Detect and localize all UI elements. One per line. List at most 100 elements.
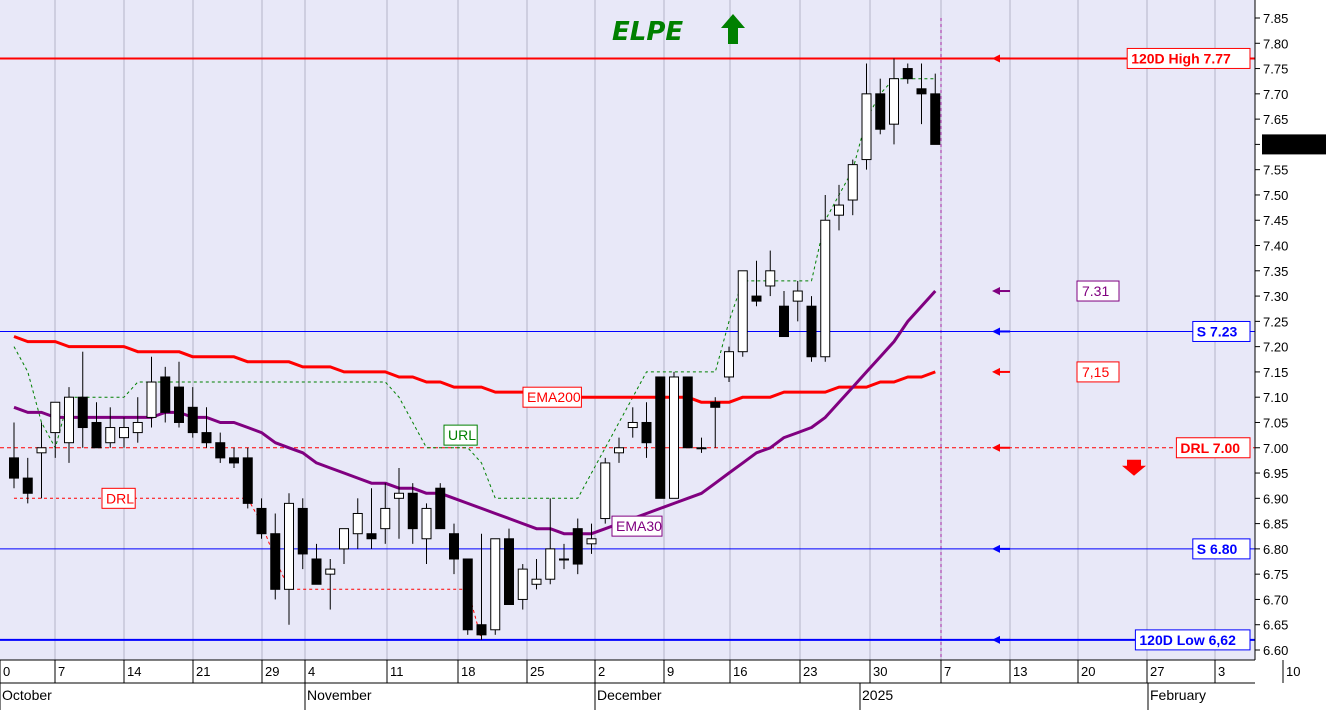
candle-body — [572, 528, 583, 565]
x-tick-label: 2 — [598, 664, 605, 679]
candle-body — [50, 401, 61, 434]
plot-background — [0, 0, 1255, 660]
ema200-label: EMA200 — [527, 389, 581, 405]
candle-body — [22, 477, 33, 494]
trend-up-arrow-icon — [721, 14, 745, 44]
candle-body — [847, 164, 858, 201]
chart-title: ELPE — [612, 17, 683, 47]
candle-body — [366, 533, 377, 540]
month-label: October — [2, 687, 52, 703]
y-tick-label: 7.45 — [1263, 213, 1288, 228]
candle-body — [531, 578, 542, 585]
candle-body — [641, 421, 652, 444]
y-tick-label: 6.65 — [1263, 618, 1288, 633]
candle-body — [352, 512, 363, 535]
candle-body — [751, 295, 762, 302]
y-tick-label: 7.80 — [1263, 36, 1288, 51]
candle-body — [655, 376, 666, 499]
x-tick-label: 21 — [196, 664, 210, 679]
x-tick-label: 0 — [3, 664, 10, 679]
axis-background — [1255, 0, 1334, 710]
candle-body — [779, 305, 789, 338]
candle-body — [875, 93, 886, 130]
y-tick-label: 7.65 — [1263, 112, 1288, 127]
ema200-label-box — [522, 386, 582, 408]
y-axis: 7.857.807.757.707.657.607.557.507.457.40… — [1254, 0, 1326, 660]
month-band-background — [0, 683, 1255, 710]
120d-high-label: 120D High 7.77 — [1131, 50, 1231, 66]
y-tick-label: 7.40 — [1263, 239, 1288, 254]
y-tick-label: 7.75 — [1263, 62, 1288, 77]
y-tick-label: 6.95 — [1263, 466, 1288, 481]
candle-body — [792, 290, 803, 302]
ema200-projection-label: 7,15 — [1082, 364, 1109, 380]
drl-label-box — [101, 487, 136, 509]
x-tick-label: 16 — [733, 664, 747, 679]
x-tick-label: 20 — [1081, 664, 1095, 679]
ema30-projection-label-box — [1076, 280, 1120, 302]
support-7-23-label-box — [1192, 320, 1251, 342]
x-tick-label: 30 — [873, 664, 887, 679]
candle-body — [394, 492, 404, 499]
y-tick-label: 6.80 — [1263, 542, 1288, 557]
y-tick-label: 7.20 — [1263, 340, 1288, 355]
y-tick-label: 6.90 — [1263, 491, 1288, 506]
candle-body — [77, 396, 88, 429]
120d-low-label-box — [1134, 629, 1251, 651]
month-label: February — [1150, 687, 1206, 703]
ema30-projection-label: 7.31 — [1082, 283, 1109, 299]
x-tick-label: 7 — [58, 664, 65, 679]
candle-body — [889, 78, 899, 125]
candle-body — [119, 427, 129, 439]
drl-down-arrow-icon — [1122, 459, 1146, 476]
chart-labels: 120D High 7.77 S 7.23 DRL 7.00 S 6.80 120D L… — [101, 47, 1251, 651]
candle-body — [504, 538, 514, 605]
support-7-23-label: S 7.23 — [1197, 323, 1238, 339]
y-tick-label: 6.75 — [1263, 567, 1288, 582]
candle-body — [600, 462, 611, 520]
support-6-80-label: S 6.80 — [1197, 541, 1238, 557]
support-6-80-arrow-icon — [992, 544, 1000, 553]
candle-body — [215, 442, 226, 459]
candle-body — [64, 396, 74, 444]
candle-body — [861, 93, 872, 161]
x-tick-label: 29 — [265, 664, 279, 679]
y-tick-label: 7.70 — [1263, 87, 1288, 102]
candle-body — [462, 558, 473, 631]
level-lines — [0, 54, 1255, 644]
candle-body — [517, 568, 528, 600]
candle-body — [256, 507, 267, 535]
candle-body — [91, 421, 102, 449]
120d-low-arrow-icon — [992, 635, 1000, 644]
x-tick-label: 10 — [1286, 664, 1300, 679]
120d-high-label-box — [1126, 47, 1251, 69]
candle-body — [806, 305, 817, 358]
candle-body — [902, 68, 913, 80]
y-tick-label: 6.85 — [1263, 517, 1288, 532]
candle-body — [559, 558, 569, 561]
last-price-label: 7.60000 — [1265, 137, 1312, 152]
ema200-line — [13, 335, 936, 404]
ema30-projection-arrow-icon — [992, 287, 1000, 296]
candle-body — [297, 507, 308, 555]
x-tick-label: 3 — [1218, 664, 1225, 679]
month-label: 2025 — [862, 687, 893, 703]
x-axis: 0 7 14 21 29 4 11 18 25 2 9 16 23 30 7 13 20 27 3 10October… — [0, 659, 1300, 710]
candles — [9, 58, 941, 640]
candle-body — [421, 507, 432, 540]
ema30-label-box — [611, 515, 663, 537]
candle-body — [614, 447, 624, 454]
candle-body — [36, 447, 47, 454]
candle-body — [669, 376, 679, 499]
x-tick-label: 14 — [127, 664, 141, 679]
candle-body — [325, 568, 336, 575]
candle-body — [132, 421, 143, 434]
candle-body — [916, 88, 927, 95]
y-tick-label: 7.25 — [1263, 314, 1288, 329]
ema200-projection-arrow-icon — [992, 367, 1000, 376]
drl-label-box — [1175, 437, 1251, 459]
x-tick-label: 9 — [667, 664, 674, 679]
y-tick-label: 7.10 — [1263, 390, 1288, 405]
y-tick-label: 6.60 — [1263, 643, 1288, 658]
